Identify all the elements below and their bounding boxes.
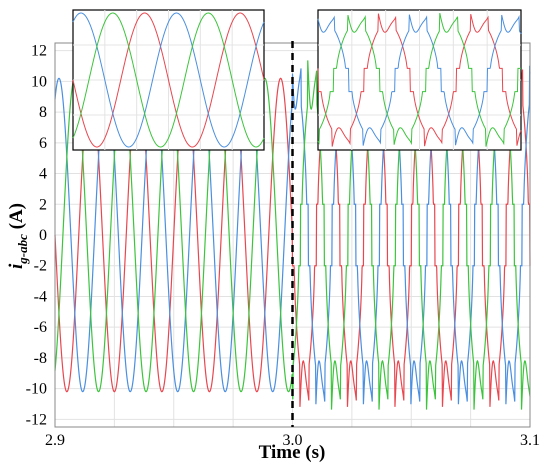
y-axis-title: ig-abc (A) xyxy=(6,203,30,269)
inset-series-line-phase-2 xyxy=(72,12,265,148)
y-tick-label: 6 xyxy=(39,135,47,152)
inset-series-line-phase-1 xyxy=(72,12,265,148)
y-tick-label: -4 xyxy=(34,288,47,305)
y-tick-label: -6 xyxy=(34,319,47,336)
y-axis-title-unit: (A) xyxy=(6,203,27,234)
y-tick-label: 2 xyxy=(39,196,47,213)
y-tick-labels: -12 -10 -8 -6 -4 -2 0 2 4 6 8 10 12 xyxy=(26,43,47,429)
y-tick-label: 8 xyxy=(39,104,47,121)
x-tick-labels: 2.9 3.0 3.1 xyxy=(45,432,540,449)
inset-series-line-phase-3 xyxy=(317,13,521,147)
series-line-phase-2 xyxy=(54,65,531,405)
inset-series-line-phase-1 xyxy=(317,13,522,147)
y-tick-label: 12 xyxy=(31,43,47,60)
inset-series-line-phase-3 xyxy=(72,12,265,148)
x-axis-title: Time (s) xyxy=(259,442,326,463)
x-tick-label: 3.0 xyxy=(283,432,303,449)
y-tick-label: 4 xyxy=(39,166,47,183)
x-tick-label: 3.1 xyxy=(520,432,540,449)
x-tick-label: 2.9 xyxy=(45,432,65,449)
inset-after-event xyxy=(317,9,522,151)
y-tick-label: -12 xyxy=(26,411,47,428)
y-axis-title-subscript: g-abc xyxy=(15,234,30,265)
y-tick-label: -10 xyxy=(26,381,47,398)
y-tick-label: -2 xyxy=(34,258,47,275)
inset-series-line-phase-2 xyxy=(317,14,522,146)
y-tick-label: -8 xyxy=(34,350,47,367)
y-tick-label: 10 xyxy=(31,73,47,90)
y-tick-label: 0 xyxy=(39,227,47,244)
inset-before-event xyxy=(72,9,265,151)
y-axis-title-symbol: i xyxy=(6,263,27,269)
